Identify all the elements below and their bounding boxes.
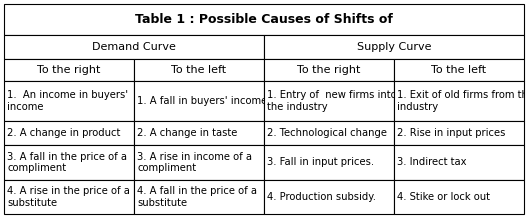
Bar xyxy=(394,59,524,81)
Text: To the right: To the right xyxy=(37,65,101,75)
Bar xyxy=(4,4,524,35)
Bar xyxy=(394,121,524,145)
Bar xyxy=(134,145,264,180)
Text: Supply Curve: Supply Curve xyxy=(357,42,431,52)
Bar xyxy=(394,81,524,121)
Text: 1. Exit of old firms from the
industry: 1. Exit of old firms from the industry xyxy=(397,90,528,112)
Text: 4. Production subsidy.: 4. Production subsidy. xyxy=(267,192,376,202)
Bar xyxy=(394,145,524,180)
Text: 4. A rise in the price of a
substitute: 4. A rise in the price of a substitute xyxy=(7,186,130,208)
Bar xyxy=(264,59,394,81)
Text: 1. Entry of  new firms into
the industry: 1. Entry of new firms into the industry xyxy=(267,90,397,112)
Text: 3. Fall in input prices.: 3. Fall in input prices. xyxy=(267,157,374,167)
Bar xyxy=(134,180,264,214)
Text: 2. Technological change: 2. Technological change xyxy=(267,128,387,138)
Bar xyxy=(4,180,134,214)
Bar xyxy=(264,35,524,59)
Text: 2. Rise in input prices: 2. Rise in input prices xyxy=(397,128,505,138)
Text: 1.  An income in buyers'
income: 1. An income in buyers' income xyxy=(7,90,128,112)
Bar xyxy=(264,81,394,121)
Bar xyxy=(264,180,394,214)
Text: 3. Indirect tax: 3. Indirect tax xyxy=(397,157,467,167)
Text: To the left: To the left xyxy=(431,65,487,75)
Bar xyxy=(4,121,134,145)
Bar xyxy=(4,35,264,59)
Text: 2. A change in taste: 2. A change in taste xyxy=(137,128,238,138)
Text: To the right: To the right xyxy=(297,65,361,75)
Bar xyxy=(134,81,264,121)
Text: 1. A fall in buyers' income: 1. A fall in buyers' income xyxy=(137,96,267,106)
Bar xyxy=(134,59,264,81)
Bar xyxy=(264,145,394,180)
Text: 3. A fall in the price of a
compliment: 3. A fall in the price of a compliment xyxy=(7,152,127,173)
Bar xyxy=(264,121,394,145)
Bar xyxy=(134,121,264,145)
Text: 2. A change in product: 2. A change in product xyxy=(7,128,120,138)
Bar xyxy=(394,180,524,214)
Text: Table 1 : Possible Causes of Shifts of: Table 1 : Possible Causes of Shifts of xyxy=(135,13,393,26)
Text: 3. A rise in income of a
compliment: 3. A rise in income of a compliment xyxy=(137,152,252,173)
Bar xyxy=(4,145,134,180)
Text: Demand Curve: Demand Curve xyxy=(92,42,176,52)
Text: 4. Stike or lock out: 4. Stike or lock out xyxy=(397,192,490,202)
Bar xyxy=(4,81,134,121)
Text: To the left: To the left xyxy=(172,65,227,75)
Bar xyxy=(4,59,134,81)
Text: 4. A fall in the price of a
substitute: 4. A fall in the price of a substitute xyxy=(137,186,257,208)
